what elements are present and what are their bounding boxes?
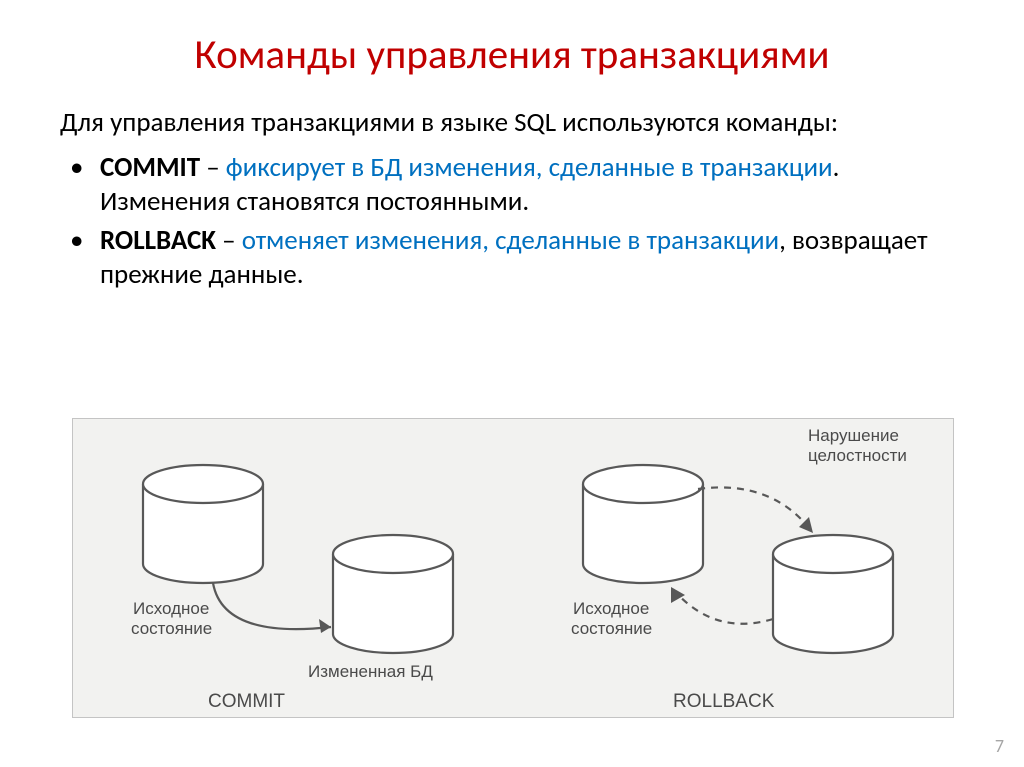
page-number: 7 [995, 735, 1004, 757]
bullet-rollback: ROLLBACK – отменяет изменения, сделанные… [60, 224, 964, 293]
arrow-rollback-back [671, 587, 773, 624]
db-left-modified [333, 535, 453, 653]
diagram-container: Исходное состояние Измененная БД COMMIT [72, 418, 954, 718]
label-right-violation: Нарушение целостности [808, 426, 907, 465]
cmd-commit: COMMIT [100, 151, 200, 184]
db-right-source [583, 465, 703, 583]
label-left-modified: Измененная БД [308, 662, 433, 681]
label-right-source: Исходное состояние [571, 599, 654, 638]
slide-title: Команды управления транзакциями [60, 30, 964, 80]
arrow-rollback-forward [698, 487, 813, 533]
db-left-source [143, 465, 263, 583]
intro-paragraph: Для управления транзакциями в языке SQL … [60, 106, 964, 141]
caption-rollback: ROLLBACK [673, 691, 775, 712]
db-right-violation [773, 535, 893, 653]
label-left-source: Исходное состояние [131, 599, 214, 638]
arrow-commit [213, 583, 331, 629]
cmd-rollback: ROLLBACK [100, 224, 216, 257]
caption-commit: COMMIT [208, 691, 285, 712]
bullet-commit: COMMIT – фиксирует в БД изменения, сдела… [60, 151, 964, 220]
